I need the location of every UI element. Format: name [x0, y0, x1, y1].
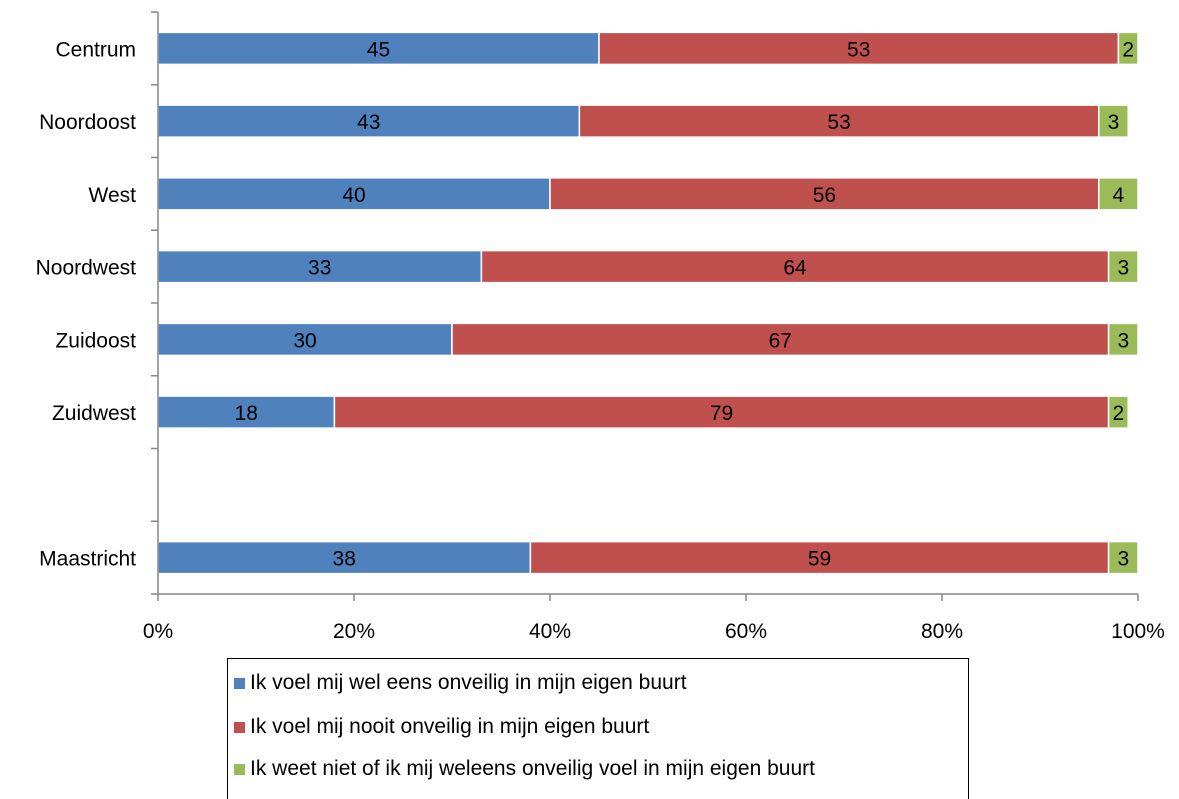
bar-zuidwest-series-3 — [1107, 395, 1129, 429]
legend: Ik voel mij wel eens onveilig in mijn ei… — [227, 658, 969, 799]
bar-zuidoost-series-1 — [157, 322, 453, 357]
data-label-west-series-3: 4 — [1113, 184, 1125, 207]
data-label-zuidoost-series-3: 3 — [1117, 329, 1129, 352]
x-tick-label: 0% — [143, 620, 173, 643]
bars-layer — [157, 31, 1139, 575]
bar-noordwest-series-2 — [480, 249, 1110, 284]
bar-zuidoost-series-3 — [1107, 322, 1139, 357]
legend-item-series-2: Ik voel mij nooit onveilig in mijn eigen… — [234, 715, 649, 739]
data-label-noordwest-series-2: 64 — [783, 257, 807, 280]
legend-item-series-1: Ik voel mij wel eens onveilig in mijn ei… — [234, 671, 687, 695]
bar-noordoost-series-3 — [1098, 104, 1129, 138]
bar-noordoost-series-2 — [578, 104, 1100, 138]
category-label-zuidoost: Zuidoost — [55, 329, 136, 352]
data-label-zuidoost-series-2: 67 — [769, 329, 792, 352]
bar-zuidwest-series-2 — [333, 395, 1110, 429]
data-label-maastricht-series-1: 38 — [333, 548, 356, 571]
y-axis: Centrum Noordoost West Noordwest Zuidoost Zui… — [36, 11, 159, 595]
legend-label-series-1: Ik voel mij wel eens onveilig in mijn ei… — [250, 671, 687, 694]
x-tick-label: 80% — [921, 620, 963, 643]
x-tick-label: 20% — [333, 620, 375, 643]
category-label-west: West — [89, 184, 137, 207]
data-label-noordoost-series-3: 3 — [1108, 111, 1120, 134]
legend-swatch-series-2 — [234, 721, 245, 733]
bar-zuidwest-series-1 — [157, 395, 336, 429]
legend-label-series-3: Ik weet niet of ik mij weleens onveilig … — [250, 757, 815, 780]
bar-noordwest-series-3 — [1107, 249, 1139, 284]
data-labels-layer: 45 53 2 43 53 3 40 56 4 33 64 3 30 67 3 18 79 2 38 59 3 — [235, 38, 1135, 570]
category-label-zuidwest: Zuidwest — [52, 402, 136, 425]
category-label-centrum: Centrum — [55, 38, 136, 61]
legend-swatch-series-1 — [234, 677, 245, 689]
legend-swatch-series-3 — [234, 763, 245, 775]
bar-west-series-3 — [1098, 177, 1139, 211]
bar-maastricht-series-2 — [529, 540, 1110, 575]
bar-west-series-1 — [157, 177, 551, 211]
data-label-noordoost-series-2: 53 — [827, 111, 850, 134]
data-label-maastricht-series-2: 59 — [808, 548, 831, 571]
bar-maastricht-series-1 — [157, 540, 532, 575]
bar-centrum-series-3 — [1117, 31, 1139, 66]
bar-centrum-series-2 — [598, 31, 1120, 66]
category-label-maastricht: Maastricht — [39, 548, 136, 571]
data-label-west-series-1: 40 — [342, 184, 365, 207]
x-tick-label: 60% — [725, 620, 767, 643]
data-label-centrum-series-2: 53 — [847, 38, 870, 61]
data-label-zuidwest-series-1: 18 — [235, 402, 258, 425]
category-label-noordoost: Noordoost — [39, 111, 136, 134]
bar-noordoost-series-1 — [157, 104, 581, 138]
data-label-centrum-series-1: 45 — [367, 38, 390, 61]
data-label-zuidwest-series-3: 2 — [1113, 402, 1125, 425]
legend-label-series-2: Ik voel mij nooit onveilig in mijn eigen… — [250, 715, 650, 738]
stacked-bar-chart: 45 53 2 43 53 3 40 56 4 33 64 3 30 67 3 18 79 2 38 59 3 Cent… — [36, 11, 1165, 643]
x-tick-label: 40% — [529, 620, 571, 643]
data-label-noordwest-series-1: 33 — [308, 257, 331, 280]
category-label-noordwest: Noordwest — [36, 257, 137, 280]
data-label-noordoost-series-1: 43 — [357, 111, 380, 134]
legend-item-series-3: Ik weet niet of ik mij weleens onveilig … — [234, 757, 815, 781]
x-axis: 0% 20% 40% 60% 80% 100% — [143, 593, 1165, 643]
data-label-zuidoost-series-1: 30 — [293, 329, 316, 352]
data-label-west-series-2: 56 — [813, 184, 836, 207]
x-tick-label: 100% — [1111, 620, 1165, 643]
data-label-centrum-series-3: 2 — [1122, 38, 1134, 61]
bar-maastricht-series-3 — [1107, 540, 1139, 575]
data-label-noordwest-series-3: 3 — [1117, 257, 1129, 280]
data-label-maastricht-series-3: 3 — [1117, 548, 1129, 571]
bar-zuidoost-series-2 — [451, 322, 1110, 357]
data-label-zuidwest-series-2: 79 — [710, 402, 733, 425]
